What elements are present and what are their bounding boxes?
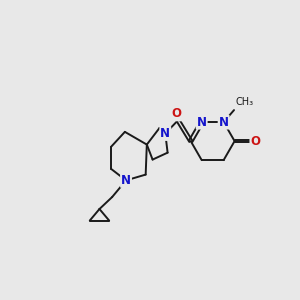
Text: N: N: [121, 174, 131, 187]
Text: O: O: [172, 107, 182, 120]
Text: N: N: [219, 116, 229, 129]
Text: N: N: [197, 116, 207, 129]
Text: N: N: [160, 127, 170, 140]
Text: O: O: [250, 135, 260, 148]
Text: CH₃: CH₃: [235, 97, 253, 107]
